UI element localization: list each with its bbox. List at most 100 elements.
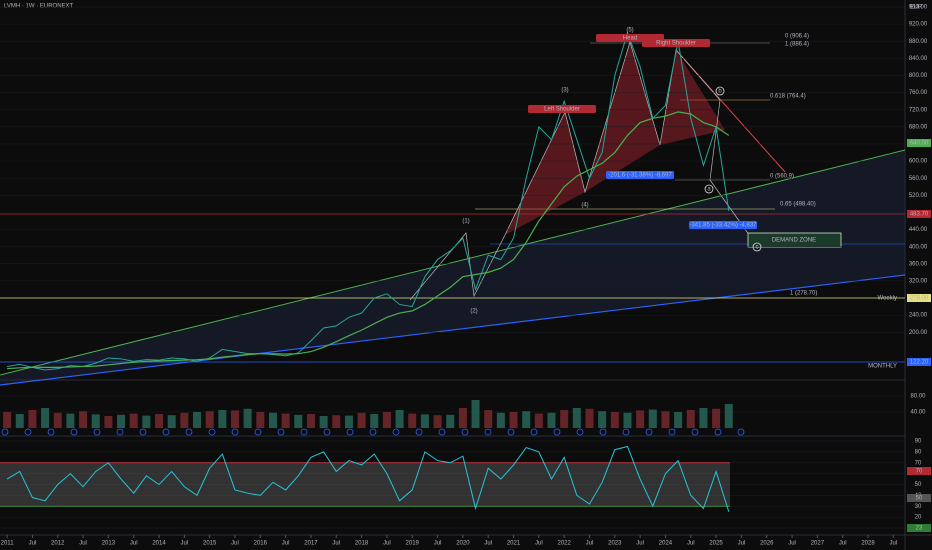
y-tick-label: 880.00 [909, 39, 928, 45]
x-tick-label: 2016 [254, 541, 268, 547]
volume-bar [41, 408, 50, 428]
volume-bar [15, 414, 24, 428]
x-tick-label: Jul [535, 541, 543, 547]
event-icon [254, 428, 262, 436]
event-icon [300, 428, 308, 436]
axis-badge [907, 494, 931, 502]
event-icon [484, 428, 492, 436]
volume-bar [560, 410, 569, 428]
y-tick-label: 680.00 [909, 124, 928, 130]
event-icon [415, 428, 423, 436]
demand-zone [747, 232, 842, 248]
y-tick-label: 720.00 [909, 107, 928, 113]
volume-bar [496, 412, 505, 428]
annotation: b [718, 89, 722, 95]
pattern-fill [505, 112, 585, 235]
event-icon [323, 428, 331, 436]
x-tick-label: Jul [332, 541, 340, 547]
label-box [642, 39, 710, 47]
volume-bar [598, 411, 607, 428]
rsi-tick-label: 90 [915, 439, 922, 445]
volume-bar [319, 416, 328, 428]
event-icon [507, 428, 515, 436]
volume-bar [294, 414, 303, 428]
annotation: (4) [581, 203, 588, 209]
y-tick-label: 200.00 [909, 330, 928, 336]
event-icon [277, 428, 285, 436]
pattern-fill [585, 42, 660, 192]
rsi-tick-label: 20 [915, 515, 922, 521]
volume-bar [610, 412, 619, 428]
volume-bar [370, 414, 379, 428]
volume-bar [648, 409, 657, 428]
event-icon [438, 428, 446, 436]
volume-bar [547, 412, 556, 428]
volume-bar [91, 414, 100, 428]
volume-bar [585, 408, 594, 428]
axis-badge [907, 139, 931, 147]
event-icon [93, 428, 101, 436]
annotation: -201.6 (-31.38%) -8,697 [608, 173, 672, 179]
volume-bar [446, 414, 455, 428]
volume-bar [155, 414, 164, 428]
y-tick-label: 800.00 [909, 73, 928, 79]
volume-bar [484, 410, 493, 428]
volume-bar [66, 413, 75, 428]
volume-bar [420, 414, 429, 428]
annotation: Head [623, 36, 637, 42]
volume-bar [395, 410, 404, 428]
axis-badge [907, 210, 931, 218]
volume-bar [724, 404, 733, 428]
volume-bar [686, 410, 695, 428]
label-box [689, 221, 757, 229]
volume-bar [256, 412, 265, 428]
annotation: (5) [626, 28, 633, 34]
volume-bar [636, 410, 645, 428]
volume-bar [522, 411, 531, 428]
rsi-tick-label: 70 [915, 460, 922, 466]
annotation: 0 (906.4) [785, 34, 809, 40]
volume-bar [382, 412, 391, 428]
event-icon [162, 428, 170, 436]
annotation: Right Shoulder [656, 41, 696, 47]
rsi-band [0, 462, 730, 507]
x-tick-label: Jul [586, 541, 594, 547]
label-box [606, 171, 674, 179]
pattern-fill [660, 50, 725, 145]
y-tick-label: 600.00 [909, 159, 928, 165]
y-tick-label: 240.00 [909, 313, 928, 319]
axis-badge [907, 524, 931, 532]
volume-bar [218, 410, 227, 428]
y-tick-label: 960.00 [909, 5, 928, 11]
x-tick-label: Jul [282, 541, 290, 547]
x-tick-label: 2022 [557, 541, 571, 547]
x-tick-label: 2025 [709, 541, 723, 547]
wave-circle [704, 184, 714, 194]
axis-badge-label: 70 [916, 469, 923, 475]
event-icon [622, 428, 630, 436]
x-tick-label: 2012 [51, 541, 65, 547]
volume-bar [674, 412, 683, 428]
annotation: (3) [561, 88, 568, 94]
volume-bar [433, 415, 442, 428]
volume-bar [623, 412, 632, 428]
volume-bar [117, 414, 126, 428]
y-tick-label: 560.00 [909, 176, 928, 182]
y-tick-label: 360.00 [909, 261, 928, 267]
event-icon [231, 428, 239, 436]
annotation: 0.618 (764.4) [770, 94, 806, 100]
axis-badge [907, 358, 931, 366]
volume-bar [230, 410, 239, 428]
x-tick-label: 2021 [507, 541, 521, 547]
event-icon [346, 428, 354, 436]
volume-bar [344, 415, 353, 428]
trend-line [0, 274, 906, 386]
rsi-tick-label: 30 [915, 504, 922, 510]
label-box [528, 105, 596, 113]
x-tick-label: 2028 [861, 541, 875, 547]
x-tick-label: 2018 [355, 541, 369, 547]
event-icon [47, 428, 55, 436]
event-icon [737, 428, 745, 436]
y-tick-label: 520.00 [909, 193, 928, 199]
